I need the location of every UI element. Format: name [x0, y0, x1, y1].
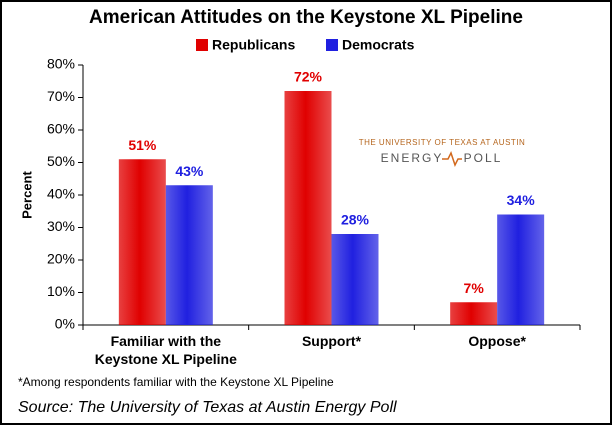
data-label: 34% — [507, 192, 536, 208]
logo-word: POLL — [464, 151, 503, 165]
bar — [284, 91, 332, 325]
data-label: 51% — [128, 137, 157, 153]
y-tick-label: 10% — [47, 283, 75, 299]
y-axis-label: Percent — [19, 170, 34, 218]
data-label: 43% — [175, 163, 204, 179]
legend-swatch — [326, 39, 338, 51]
legend-swatch — [196, 39, 208, 51]
legend-label: Republicans — [212, 37, 295, 53]
legend-label: Democrats — [342, 37, 415, 53]
chart-title: American Attitudes on the Keystone XL Pi… — [89, 7, 523, 28]
logo-word: ENERGY — [381, 151, 444, 165]
bar — [450, 302, 498, 325]
bar — [118, 159, 166, 325]
source: Source: The University of Texas at Austi… — [18, 399, 397, 416]
y-tick-label: 60% — [47, 121, 75, 137]
bar — [497, 214, 545, 325]
logo-icon — [442, 151, 462, 167]
bar — [165, 185, 213, 325]
y-tick-label: 20% — [47, 251, 75, 267]
data-label: 7% — [464, 280, 485, 296]
data-label: 28% — [341, 212, 370, 228]
bar — [331, 234, 379, 325]
y-tick-label: 50% — [47, 153, 75, 169]
y-tick-label: 80% — [47, 56, 75, 72]
y-tick-label: 30% — [47, 218, 75, 234]
logo-line: THE UNIVERSITY OF TEXAS AT AUSTIN — [359, 138, 526, 147]
y-tick-label: 70% — [47, 88, 75, 104]
data-label: 72% — [294, 69, 323, 85]
x-tick-label: Oppose* — [468, 333, 526, 349]
x-tick-label: Familiar with the Keystone XL Pipeline — [94, 333, 237, 367]
y-tick-label: 0% — [55, 316, 75, 332]
footnote: *Among respondents familiar with the Key… — [18, 375, 334, 389]
y-tick-label: 40% — [47, 186, 75, 202]
x-tick-label: Support* — [301, 333, 362, 349]
